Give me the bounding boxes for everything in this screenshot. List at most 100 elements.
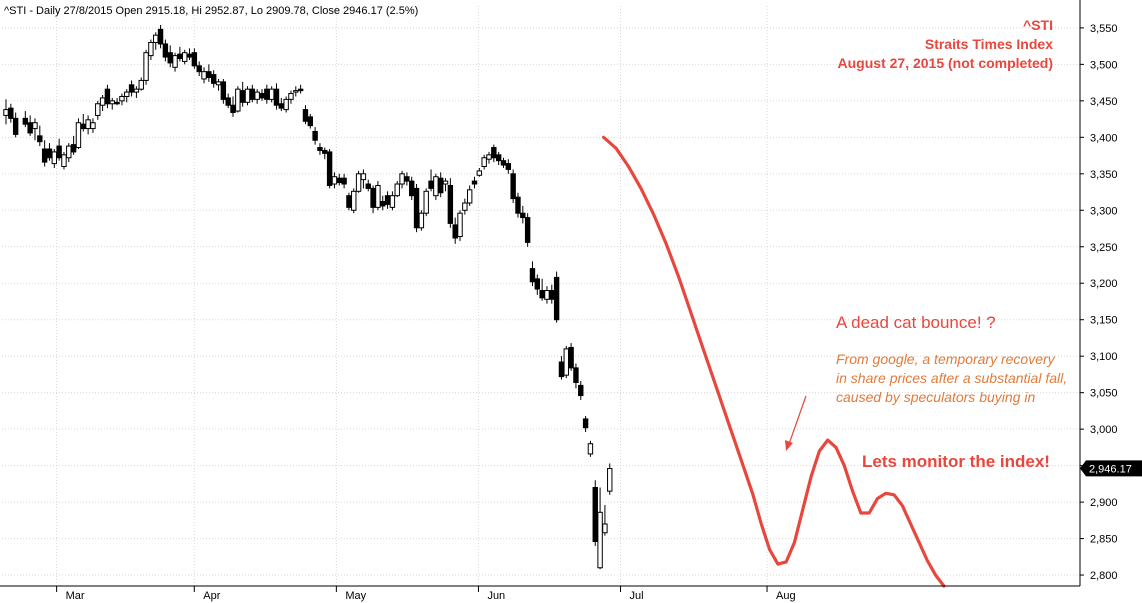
candle-body xyxy=(380,201,386,207)
candle-body xyxy=(486,154,492,160)
candle-body xyxy=(220,81,227,100)
candle-body xyxy=(37,135,43,143)
candle-body xyxy=(375,184,381,208)
candle-body xyxy=(389,195,396,208)
candle-body xyxy=(346,195,352,208)
candle xyxy=(476,167,483,177)
candle xyxy=(549,284,555,304)
candle-body xyxy=(438,177,444,194)
candle xyxy=(206,64,212,82)
candle-body xyxy=(515,196,521,214)
projection-curve xyxy=(601,135,946,588)
candle xyxy=(602,505,608,536)
candle xyxy=(573,363,579,389)
last-value-label: 2,946.17 xyxy=(1089,463,1132,475)
header-info: ^STI - Daily 27/8/2015 Open 2915.18, Hi … xyxy=(4,5,418,17)
candle xyxy=(544,286,550,304)
candle-body xyxy=(462,202,468,211)
candle-body xyxy=(172,55,178,68)
candle xyxy=(539,278,545,301)
candle-body xyxy=(230,104,236,114)
candle xyxy=(46,143,53,161)
candle xyxy=(41,140,48,167)
candle xyxy=(249,84,256,103)
candle xyxy=(196,61,202,77)
candle xyxy=(346,192,352,211)
candles xyxy=(3,24,613,570)
candle xyxy=(355,170,362,193)
candle xyxy=(365,179,371,192)
candle xyxy=(607,463,613,495)
candle-body xyxy=(278,103,285,109)
y-tick-label: 2,800 xyxy=(1090,570,1118,582)
candle-body xyxy=(133,88,140,93)
candle-body xyxy=(423,190,429,214)
candle-body xyxy=(365,183,371,189)
candle-body xyxy=(457,212,463,238)
candle-body xyxy=(549,290,555,300)
candle-body xyxy=(399,173,405,185)
candle xyxy=(109,97,115,110)
candle xyxy=(191,48,198,69)
candle xyxy=(264,84,270,104)
candle-body xyxy=(56,145,62,159)
candle xyxy=(413,184,420,233)
candle xyxy=(495,151,502,166)
candle xyxy=(239,81,246,107)
y-tick-label: 2,850 xyxy=(1090,534,1118,546)
candle xyxy=(418,210,425,231)
y-tick-label: 3,250 xyxy=(1090,242,1118,254)
candle-body xyxy=(578,384,584,397)
y-tick-label: 3,450 xyxy=(1090,96,1118,108)
candle-body xyxy=(99,97,106,106)
candle xyxy=(520,205,526,224)
candle-body xyxy=(587,443,594,455)
candle-body xyxy=(336,177,342,184)
candle-body xyxy=(41,148,48,163)
candle xyxy=(104,84,111,109)
candle xyxy=(534,274,540,295)
candle-body xyxy=(433,176,439,197)
candle xyxy=(515,192,521,218)
candle-body xyxy=(3,109,9,116)
candle xyxy=(380,195,386,211)
candle xyxy=(336,173,342,186)
candle-body xyxy=(317,147,323,151)
candle xyxy=(8,103,14,123)
candle-body xyxy=(495,154,502,162)
y-tick-label: 3,000 xyxy=(1090,424,1118,436)
candle xyxy=(51,148,57,168)
candle-body xyxy=(428,180,434,189)
candle-body xyxy=(273,88,280,106)
candle-body xyxy=(351,190,357,211)
candle-body xyxy=(539,290,545,299)
candle xyxy=(442,178,449,192)
candle xyxy=(322,147,328,160)
candle-body xyxy=(360,173,367,181)
candle xyxy=(288,90,294,104)
candle-body xyxy=(558,361,565,378)
annotation-definition-line: caused by speculators buying in xyxy=(836,389,1035,405)
annotation-definition-line: in share prices after a substantial fall… xyxy=(836,370,1067,386)
candle-body xyxy=(259,93,265,99)
candle xyxy=(124,89,130,103)
annotation-monitor: Lets monitor the index! xyxy=(862,452,1050,471)
candle-body xyxy=(481,157,487,168)
candle xyxy=(486,151,492,164)
candle-body xyxy=(573,367,579,383)
candle xyxy=(428,169,434,192)
candle xyxy=(394,181,400,198)
candle-body xyxy=(404,176,410,182)
candle-body xyxy=(293,90,299,93)
candle-body xyxy=(85,119,91,130)
candle xyxy=(138,77,144,91)
candle-body xyxy=(264,88,270,100)
candle xyxy=(133,86,140,98)
y-tick-label: 2,900 xyxy=(1090,497,1118,509)
candle-body xyxy=(563,348,569,376)
candle-body xyxy=(32,122,38,130)
candle xyxy=(99,95,106,112)
candle xyxy=(273,83,280,110)
